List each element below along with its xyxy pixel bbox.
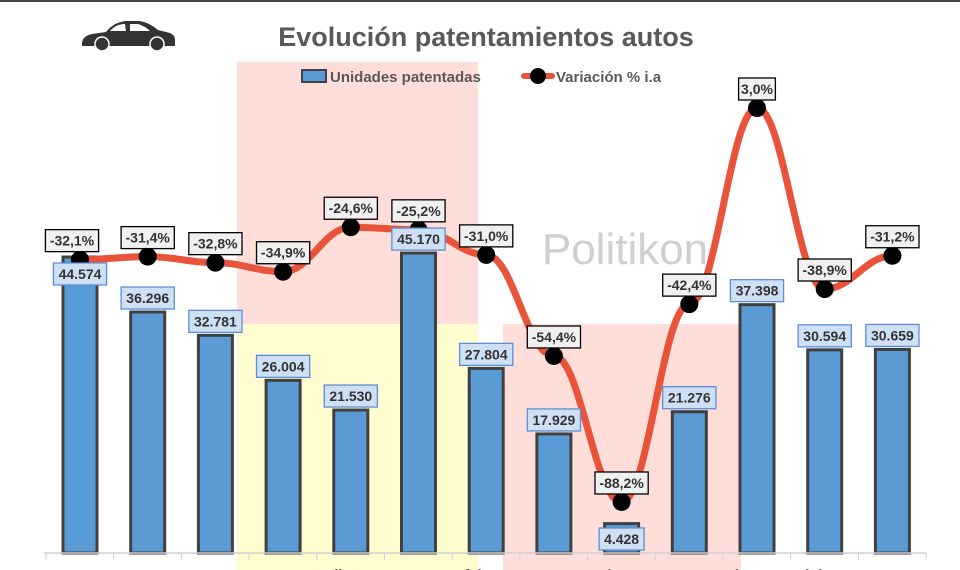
bar [469, 368, 503, 553]
bar [198, 335, 232, 553]
bar [131, 312, 165, 553]
line-point [274, 263, 292, 281]
car-icon [82, 21, 175, 51]
bar [402, 253, 436, 553]
bar-data-label: 27.804 [465, 346, 508, 362]
bar [672, 412, 706, 553]
bar-data-label: 32.781 [194, 313, 237, 329]
line-data-label: -24,6% [329, 200, 374, 216]
line-data-label: -32,8% [193, 236, 238, 252]
bar-data-label: 45.170 [397, 231, 440, 247]
bar-data-label: 17.929 [532, 412, 575, 428]
line-data-label: -88,2% [599, 475, 644, 491]
legend-bar-swatch [302, 70, 326, 82]
bar [334, 410, 368, 553]
line-point [816, 280, 834, 298]
bar-data-label: 44.574 [59, 266, 102, 282]
chart-title: Evolución patentamientos autos [278, 22, 694, 52]
bar-data-label: 30.659 [871, 327, 914, 343]
line-data-label: -54,4% [532, 329, 577, 345]
line-point [748, 99, 766, 117]
bar-data-label: 4.428 [604, 531, 639, 547]
line-data-label: -31,4% [126, 230, 171, 246]
line-data-label: 3,0% [741, 81, 773, 97]
line-point [139, 248, 157, 266]
bar [63, 257, 97, 553]
line-point [342, 218, 360, 236]
bar-data-label: 21.276 [668, 390, 711, 406]
bar [808, 350, 842, 553]
line-point [613, 493, 631, 511]
line-data-label: -42,4% [667, 277, 712, 293]
line-point [206, 254, 224, 272]
bar [537, 434, 571, 553]
line-data-label: -31,0% [464, 228, 509, 244]
legend-line-label: Variación % i.a [556, 69, 662, 86]
legend: Unidades patentadas Variación % i.a [302, 68, 662, 86]
line-data-label: -38,9% [803, 262, 848, 278]
line-data-label: -34,9% [261, 245, 306, 261]
bar [266, 380, 300, 553]
watermark: Politikon [542, 225, 708, 274]
line-point [477, 246, 495, 264]
highlight-pink-top [237, 62, 478, 324]
bar-data-label: 21.530 [329, 388, 372, 404]
line-data-label: -25,2% [396, 203, 441, 219]
bar-data-label: 30.594 [803, 328, 846, 344]
line-point [680, 295, 698, 313]
bar [875, 349, 909, 553]
bar [740, 305, 774, 553]
legend-line-marker [530, 68, 546, 84]
line-data-label: -31,2% [870, 229, 915, 245]
line-data-label: -32,1% [50, 233, 95, 249]
line-point [545, 347, 563, 365]
legend-bar-label: Unidades patentadas [330, 69, 481, 86]
bar-data-label: 37.398 [736, 283, 779, 299]
line-point [883, 247, 901, 265]
bar-data-label: 36.296 [126, 290, 169, 306]
bar-data-label: 26.004 [262, 358, 305, 374]
